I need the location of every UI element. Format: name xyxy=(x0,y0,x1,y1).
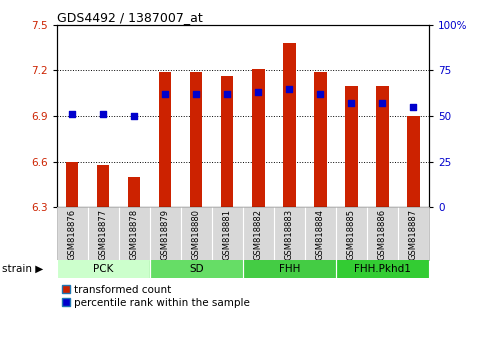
Bar xyxy=(407,116,420,207)
Bar xyxy=(57,260,150,278)
Bar xyxy=(243,260,336,278)
Text: GSM818877: GSM818877 xyxy=(99,209,108,260)
Bar xyxy=(221,76,234,207)
Point xyxy=(379,100,387,106)
Text: GSM818884: GSM818884 xyxy=(316,209,325,260)
Bar xyxy=(345,86,357,207)
Text: strain ▶: strain ▶ xyxy=(2,264,44,274)
Bar xyxy=(376,86,388,207)
Point xyxy=(223,91,231,97)
Bar xyxy=(97,165,109,207)
Bar xyxy=(57,207,88,260)
Text: GSM818878: GSM818878 xyxy=(130,209,139,260)
Bar xyxy=(314,72,326,207)
Bar xyxy=(150,260,243,278)
Text: GSM818887: GSM818887 xyxy=(409,209,418,260)
Text: GDS4492 / 1387007_at: GDS4492 / 1387007_at xyxy=(57,11,203,24)
Text: GSM818879: GSM818879 xyxy=(161,209,170,260)
Bar xyxy=(128,177,141,207)
Bar xyxy=(274,207,305,260)
Bar xyxy=(212,207,243,260)
Bar xyxy=(367,207,398,260)
Bar xyxy=(159,72,172,207)
Point xyxy=(68,111,76,117)
Text: GSM818885: GSM818885 xyxy=(347,209,356,260)
Bar xyxy=(336,260,429,278)
Bar xyxy=(190,72,203,207)
Bar xyxy=(252,69,265,207)
Point xyxy=(317,91,324,97)
Point xyxy=(410,104,418,110)
Bar xyxy=(283,43,295,207)
Bar xyxy=(305,207,336,260)
Bar xyxy=(88,207,119,260)
Bar xyxy=(398,207,429,260)
Point xyxy=(99,111,107,117)
Bar xyxy=(336,207,367,260)
Bar xyxy=(66,161,78,207)
Text: GSM818882: GSM818882 xyxy=(254,209,263,260)
Bar xyxy=(243,207,274,260)
Point xyxy=(254,90,262,95)
Text: GSM818886: GSM818886 xyxy=(378,209,387,260)
Text: GSM818881: GSM818881 xyxy=(223,209,232,260)
Text: FHH: FHH xyxy=(279,264,300,274)
Point xyxy=(285,86,293,91)
Point xyxy=(161,91,169,97)
Legend: transformed count, percentile rank within the sample: transformed count, percentile rank withi… xyxy=(62,285,250,308)
Bar xyxy=(150,207,181,260)
Point xyxy=(192,91,200,97)
Text: GSM818876: GSM818876 xyxy=(68,209,77,260)
Text: GSM818880: GSM818880 xyxy=(192,209,201,260)
Text: FHH.Pkhd1: FHH.Pkhd1 xyxy=(354,264,411,274)
Text: SD: SD xyxy=(189,264,204,274)
Point xyxy=(348,100,355,106)
Text: GSM818883: GSM818883 xyxy=(285,209,294,260)
Bar xyxy=(181,207,212,260)
Text: PCK: PCK xyxy=(93,264,113,274)
Bar xyxy=(119,207,150,260)
Point xyxy=(130,113,138,119)
